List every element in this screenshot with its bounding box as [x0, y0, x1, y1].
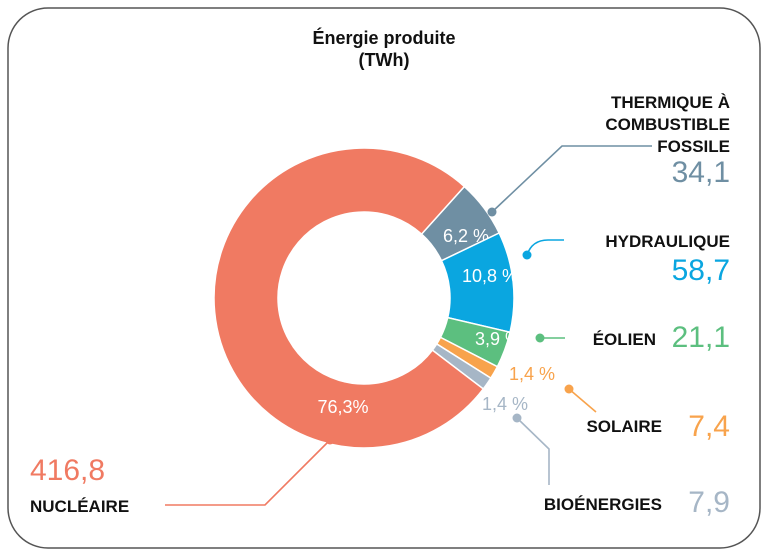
leader-dot-eolien	[535, 333, 545, 343]
category-label-fossile: COMBUSTIBLE	[605, 115, 730, 134]
percent-label-bio: 1,4 %	[482, 394, 528, 414]
leader-dot-hydro	[522, 250, 532, 260]
leader-dot-solaire	[564, 384, 574, 394]
category-label-bio: BIOÉNERGIES	[544, 495, 662, 514]
leader-dot-fossile	[487, 207, 497, 217]
category-label-hydro: HYDRAULIQUE	[605, 232, 730, 251]
leader-line-hydro	[526, 239, 564, 256]
leader-dot-bio	[512, 413, 522, 423]
leader-line-fossile	[491, 145, 652, 213]
value-label-eolien: 21,1	[672, 321, 730, 354]
category-label-eolien: ÉOLIEN	[593, 330, 656, 349]
percent-label-fossile: 6,2 %	[443, 226, 489, 246]
value-label-solaire: 7,4	[688, 410, 730, 443]
category-label-fossile: THERMIQUE À	[611, 93, 730, 112]
category-label-fossile: FOSSILE	[657, 137, 730, 156]
value-label-hydro: 58,7	[672, 254, 730, 287]
percent-label-solaire: 1,4 %	[509, 364, 555, 384]
value-label-nucleaire: 416,8	[30, 454, 105, 487]
slice-nucleaire	[213, 147, 485, 449]
percent-label-nucleaire: 76,3%	[317, 397, 368, 417]
category-label-solaire: SOLAIRE	[586, 417, 662, 436]
percent-label-eolien: 3,9 %	[475, 329, 521, 349]
chart-title: Énergie produite	[312, 27, 455, 48]
card-border	[7, 7, 761, 549]
leader-dot-nucleaire	[325, 435, 335, 445]
category-label-nucleaire: NUCLÉAIRE	[30, 497, 129, 516]
value-label-fossile: 34,1	[672, 156, 730, 189]
leader-line-nucleaire	[165, 439, 331, 506]
value-label-bio: 7,9	[688, 486, 730, 519]
percent-label-hydro: 10,8 %	[462, 266, 518, 286]
leader-line-bio	[516, 417, 550, 485]
chart-subtitle: (TWh)	[359, 50, 410, 70]
leader-line-solaire	[568, 388, 597, 413]
